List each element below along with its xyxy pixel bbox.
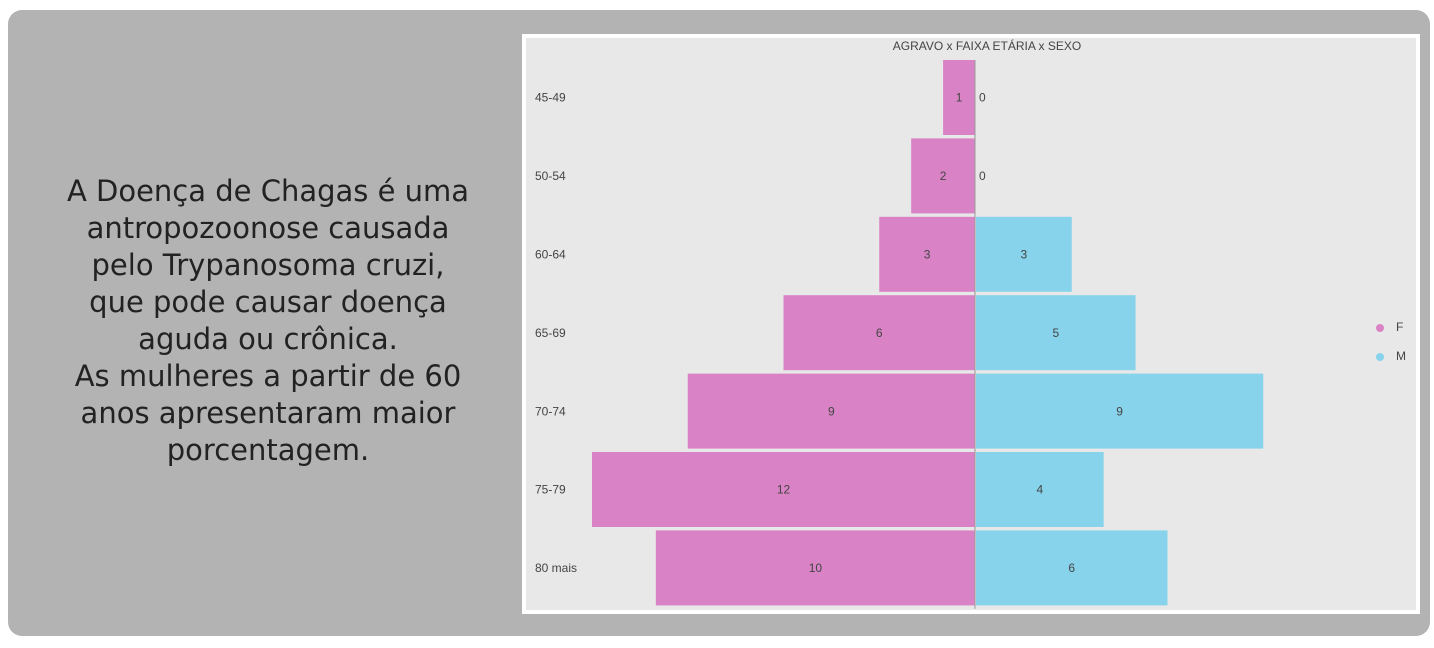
- bar: [943, 60, 975, 135]
- value-label: 1: [956, 91, 963, 105]
- description-line: pelo Trypanosoma cruzi,: [92, 248, 445, 282]
- description-line: A Doença de Chagas é uma: [67, 174, 469, 208]
- value-label: 10: [809, 561, 823, 575]
- value-label: 3: [924, 247, 931, 261]
- legend-label: F: [1396, 320, 1403, 334]
- value-label: 4: [1036, 483, 1043, 497]
- value-label: 6: [1068, 561, 1075, 575]
- bar: [592, 452, 975, 527]
- category-label: 50-54: [535, 169, 566, 183]
- category-label: 65-69: [535, 326, 566, 340]
- bar: [976, 295, 1136, 371]
- category-label: 80 mais: [535, 561, 577, 575]
- description-line: porcentagem.: [167, 433, 369, 467]
- description-line: que pode causar doença: [89, 285, 447, 319]
- bar: [976, 452, 1104, 527]
- value-label: 12: [777, 483, 791, 497]
- value-label: 0: [979, 91, 986, 105]
- bar: [911, 138, 975, 214]
- legend-marker: [1376, 324, 1384, 332]
- category-label: 70-74: [535, 404, 566, 418]
- bar: [976, 216, 1072, 292]
- value-label: 9: [828, 404, 835, 418]
- value-label: 2: [940, 169, 947, 183]
- category-label: 45-49: [535, 91, 566, 105]
- bar: [976, 373, 1264, 449]
- legend-marker: [1376, 353, 1384, 361]
- value-label: 0: [979, 169, 986, 183]
- category-label: 60-64: [535, 247, 566, 261]
- bar: [976, 530, 1168, 606]
- category-label: 75-79: [535, 483, 566, 497]
- description-line: anos apresentaram maior: [81, 396, 456, 430]
- description-line: aguda ou crônica.: [138, 322, 398, 356]
- bar: [879, 216, 975, 292]
- bar: [655, 530, 975, 606]
- description-line: As mulheres a partir de 60: [75, 359, 462, 393]
- description-line: antropozoonose causada: [87, 211, 450, 245]
- value-label: 5: [1052, 326, 1059, 340]
- bar: [687, 373, 975, 449]
- value-label: 9: [1116, 404, 1123, 418]
- bar: [783, 295, 975, 371]
- value-label: 3: [1021, 247, 1028, 261]
- value-label: 6: [876, 326, 883, 340]
- chart-title: AGRAVO x FAIXA ETÁRIA x SEXO: [893, 38, 1082, 53]
- legend-label: M: [1396, 349, 1406, 363]
